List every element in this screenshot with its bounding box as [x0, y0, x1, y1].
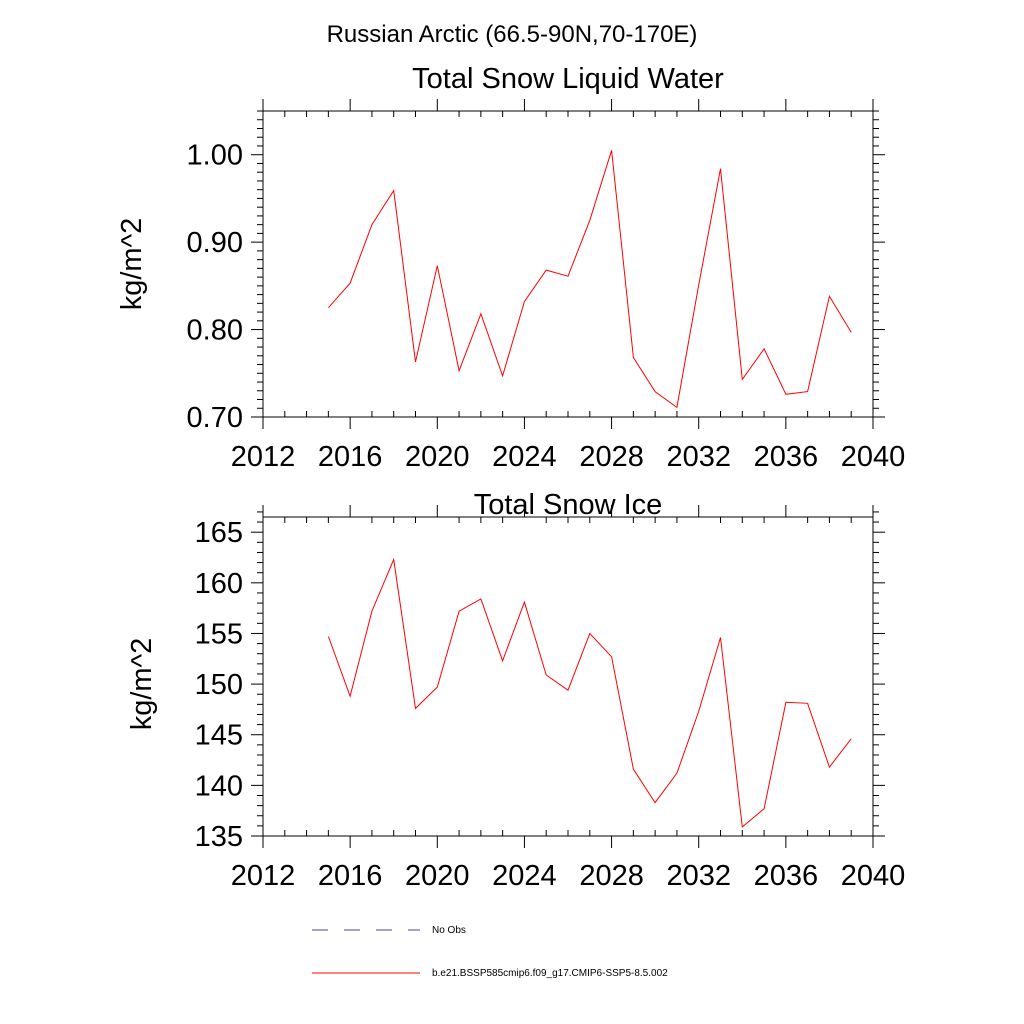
y-tick-label: 160: [195, 568, 243, 600]
x-tick-label: 2032: [666, 860, 731, 892]
series-line: [328, 150, 852, 409]
x-tick-label: 2020: [405, 441, 470, 473]
y-tick-label: 1.00: [187, 140, 243, 172]
ticks-group: 2012 2016 2020 2024 2028 2032 2036 2040 135 140 14…: [195, 505, 906, 892]
chart-title: Total Snow Liquid Water: [412, 63, 724, 95]
figure-suptitle: Russian Arctic (66.5-90N,70-170E): [327, 21, 698, 48]
chart-title: Total Snow Ice: [474, 489, 663, 521]
x-tick-label: 2016: [318, 860, 383, 892]
legend-label-model: b.e21.BSSP585cmip6.f09_g17.CMIP6-SSP5-8.…: [432, 968, 668, 979]
x-tick-label: 2016: [318, 441, 383, 473]
series-line: [327, 557, 852, 828]
y-tick-label: 135: [195, 821, 243, 853]
x-tick-label: 2040: [841, 860, 906, 892]
legend: No Obs b.e21.BSSP585cmip6.f09_g17.CMIP6-…: [312, 925, 668, 979]
y-tick-label: 0.80: [187, 315, 243, 347]
x-tick-label: 2024: [492, 860, 557, 892]
panel-snow-liquid-water: Total Snow Liquid Water kg/m^2 2012 2016 2…: [116, 63, 905, 473]
x-tick-label: 2040: [841, 441, 906, 473]
y-tick-label: 145: [195, 720, 243, 752]
series-group: [328, 150, 852, 409]
y-tick-label: 165: [195, 517, 243, 549]
x-tick-label: 2024: [492, 441, 557, 473]
y-axis-label: kg/m^2: [116, 218, 148, 311]
y-tick-label: 140: [195, 770, 243, 802]
legend-label-no-obs: No Obs: [432, 925, 466, 936]
y-tick-label: 155: [195, 618, 243, 650]
y-tick-label: 0.70: [187, 402, 243, 434]
y-tick-label: 0.90: [187, 227, 243, 259]
y-tick-label: 150: [195, 669, 243, 701]
x-tick-label: 2028: [579, 860, 644, 892]
x-tick-label: 2012: [231, 860, 296, 892]
panel-snow-ice: Total Snow Ice kg/m^2 2012 2016 2020 2024 20…: [126, 489, 905, 892]
x-tick-label: 2012: [231, 441, 296, 473]
series-group: [327, 557, 852, 828]
x-tick-label: 2032: [666, 441, 731, 473]
y-axis-label: kg/m^2: [126, 638, 158, 731]
plot-frame: [262, 516, 874, 837]
x-tick-label: 2020: [405, 860, 470, 892]
x-tick-label: 2028: [579, 441, 644, 473]
x-tick-label: 2036: [754, 441, 819, 473]
plot-frame: [262, 110, 874, 418]
x-tick-label: 2036: [754, 860, 819, 892]
ticks-group: 2012 2016 2020 2024 2028 2032 2036 2040 0.70 0.80…: [187, 99, 906, 473]
